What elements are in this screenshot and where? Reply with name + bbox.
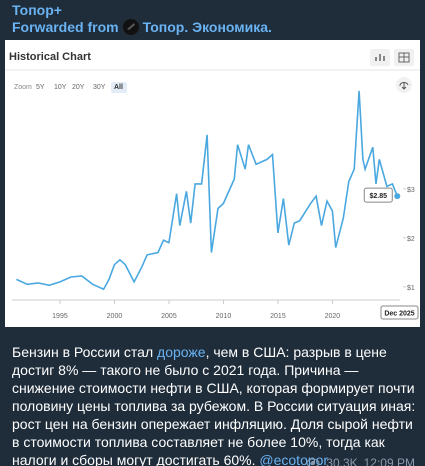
y-tick-label: $2 (407, 236, 415, 243)
source-name[interactable]: Топор. Экономика. (142, 19, 272, 35)
zoom-option[interactable]: All (114, 84, 123, 91)
value-callout (363, 187, 393, 203)
channel-name[interactable]: Топор+ (12, 2, 62, 18)
x-tick-label: 2010 (216, 313, 232, 320)
message-meta: 30.3K 12:09 PM (306, 456, 415, 466)
table-icon (398, 52, 410, 63)
plot: 1995 2000 2005 2010 2015 2020 $1 $2 $3 $2.85 Dec 2… (12, 90, 419, 320)
x-tick-label: 1995 (52, 313, 68, 320)
zoom-option[interactable]: 5Y (36, 84, 45, 91)
message-text: Бензин в России стал дороже, чем в США: … (12, 343, 416, 466)
message-part: , чем в США: разрыв в цене достиг 8% — т… (12, 344, 416, 466)
zoom-option[interactable]: 30Y (93, 84, 106, 91)
y-tick-label: $3 (407, 187, 415, 194)
message-link[interactable]: дороже (157, 344, 206, 360)
download-icon (399, 82, 409, 90)
forward-line: Forwarded from Топор. Экономика. (12, 19, 272, 35)
x-tick-label: 2000 (107, 313, 123, 320)
x-tick-label: 2005 (161, 313, 177, 320)
value-label: $2.85 (370, 193, 388, 200)
views-icon (306, 458, 320, 466)
source-avatar[interactable] (122, 19, 139, 35)
message-part: Бензин в России стал (12, 344, 158, 360)
chart-image[interactable]: Historical Chart Zoom 5Y 10Y 20Y 30Y All 1995… (0, 0, 425, 340)
message-handle[interactable]: @ecotopor (259, 452, 329, 466)
x-tick-label: 2015 (270, 313, 286, 320)
zoom-label: Zoom (14, 84, 32, 91)
time: 12:09 PM (363, 456, 415, 466)
zoom-option[interactable]: 20Y (72, 84, 85, 91)
views: 30.3K (326, 456, 358, 466)
chart-background (5, 40, 420, 327)
chart-title: Historical Chart (9, 51, 91, 63)
x-tick-label: 2020 (325, 313, 341, 320)
price-line (16, 90, 399, 291)
zoom-selected (111, 82, 127, 93)
zoom-row: Zoom 5Y 10Y 20Y 30Y All (14, 82, 127, 93)
y-tick-label: $1 (407, 285, 415, 292)
zoom-option[interactable]: 10Y (54, 84, 67, 91)
forwarded-label: Forwarded from (12, 19, 119, 35)
end-date-callout (380, 305, 419, 320)
bar-icon (375, 54, 385, 61)
end-date-label: Dec 2025 (384, 311, 414, 318)
last-point (394, 193, 401, 200)
